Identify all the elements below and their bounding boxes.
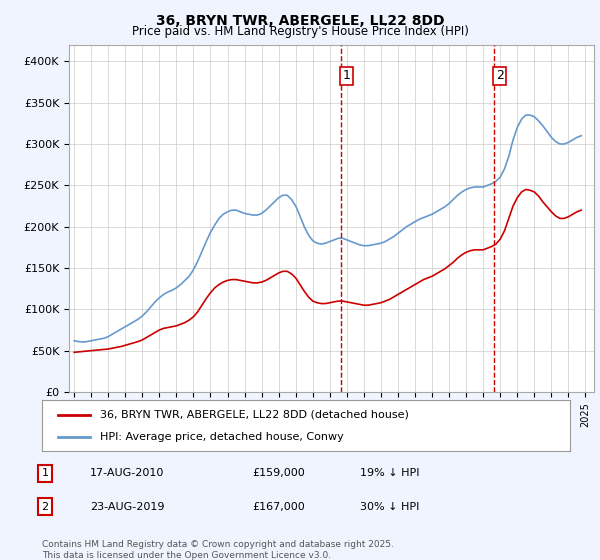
Text: 17-AUG-2010: 17-AUG-2010 — [90, 468, 164, 478]
Text: 2: 2 — [41, 502, 49, 512]
Text: 1: 1 — [342, 69, 350, 82]
Text: 30% ↓ HPI: 30% ↓ HPI — [360, 502, 419, 512]
Text: £167,000: £167,000 — [252, 502, 305, 512]
Text: 2: 2 — [496, 69, 503, 82]
Text: Price paid vs. HM Land Registry's House Price Index (HPI): Price paid vs. HM Land Registry's House … — [131, 25, 469, 38]
Text: 19% ↓ HPI: 19% ↓ HPI — [360, 468, 419, 478]
Text: HPI: Average price, detached house, Conwy: HPI: Average price, detached house, Conw… — [100, 432, 344, 442]
Text: £159,000: £159,000 — [252, 468, 305, 478]
Text: 23-AUG-2019: 23-AUG-2019 — [90, 502, 164, 512]
Text: Contains HM Land Registry data © Crown copyright and database right 2025.
This d: Contains HM Land Registry data © Crown c… — [42, 540, 394, 560]
Text: 36, BRYN TWR, ABERGELE, LL22 8DD (detached house): 36, BRYN TWR, ABERGELE, LL22 8DD (detach… — [100, 409, 409, 419]
Text: 36, BRYN TWR, ABERGELE, LL22 8DD: 36, BRYN TWR, ABERGELE, LL22 8DD — [156, 14, 444, 28]
Text: 1: 1 — [41, 468, 49, 478]
